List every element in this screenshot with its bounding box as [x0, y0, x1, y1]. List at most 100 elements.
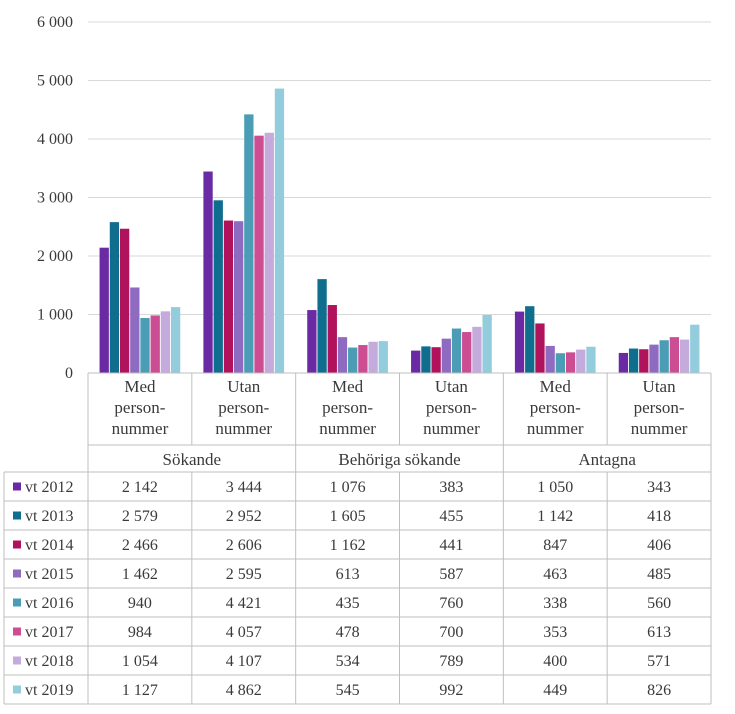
- bar: [130, 287, 140, 373]
- group-label: Antagna: [578, 450, 636, 469]
- data-label: 3 444: [226, 479, 262, 496]
- data-label: 406: [647, 537, 671, 554]
- data-label: 435: [336, 595, 360, 612]
- category-label: Med: [540, 377, 572, 396]
- legend-label: vt 2017: [25, 624, 73, 641]
- data-label: 2 579: [122, 508, 158, 525]
- bar: [244, 114, 254, 374]
- category-label: person-: [634, 398, 685, 417]
- bar: [431, 347, 441, 373]
- bar: [639, 349, 649, 373]
- bar: [307, 310, 317, 373]
- bar: [213, 200, 223, 373]
- category-label: person-: [218, 398, 269, 417]
- bar: [327, 305, 337, 373]
- data-label: 1 605: [330, 508, 366, 525]
- data-label: 2 595: [226, 566, 262, 583]
- bar: [203, 171, 213, 373]
- bar: [160, 311, 171, 373]
- data-label: 4 107: [226, 653, 262, 670]
- data-label: 1 462: [122, 566, 158, 583]
- bar: [411, 350, 421, 373]
- data-label: 1 076: [330, 479, 366, 496]
- y-tick-label: 4 000: [37, 131, 73, 148]
- category-label: Utan: [643, 377, 677, 396]
- legend-label: vt 2014: [25, 537, 73, 554]
- data-label: 4 057: [226, 624, 262, 641]
- bar: [545, 345, 555, 373]
- data-label: 485: [647, 566, 671, 583]
- data-label: 992: [439, 682, 463, 699]
- data-label: 1 050: [537, 479, 573, 496]
- data-label: 338: [543, 595, 567, 612]
- y-tick-label: 0: [65, 365, 73, 382]
- group-label: Behöriga sökande: [338, 450, 460, 469]
- bar: [150, 315, 160, 373]
- data-label: 449: [543, 682, 567, 699]
- data-label: 940: [128, 595, 152, 612]
- data-label: 2 466: [122, 537, 158, 554]
- data-label: 613: [336, 566, 360, 583]
- bar: [618, 352, 629, 373]
- bar: [649, 344, 659, 373]
- data-label: 1 142: [537, 508, 573, 525]
- data-label: 383: [439, 479, 463, 496]
- data-label: 587: [439, 566, 463, 583]
- data-label: 2 952: [226, 508, 262, 525]
- legend-label: vt 2016: [25, 595, 73, 612]
- data-label: 455: [439, 508, 463, 525]
- group-label: Sökande: [163, 450, 222, 469]
- bar: [659, 340, 669, 373]
- bar: [234, 221, 244, 373]
- legend-swatch: [13, 627, 21, 636]
- bar: [514, 311, 525, 373]
- bar: [535, 323, 545, 373]
- bar: [368, 341, 378, 373]
- category-label: nummer: [631, 419, 688, 438]
- data-label: 700: [439, 624, 463, 641]
- bar: [109, 222, 120, 373]
- bar: [170, 307, 181, 373]
- legend-label: vt 2013: [25, 508, 73, 525]
- category-label: nummer: [527, 419, 584, 438]
- data-label: 613: [647, 624, 671, 641]
- bar: [586, 346, 596, 373]
- data-label: 400: [543, 653, 567, 670]
- data-label: 418: [647, 508, 671, 525]
- bar: [690, 324, 700, 373]
- category-label: person-: [530, 398, 581, 417]
- bar: [317, 279, 327, 373]
- data-label: 560: [647, 595, 671, 612]
- y-tick-label: 5 000: [37, 73, 73, 90]
- bar: [679, 339, 690, 373]
- category-label: nummer: [215, 419, 272, 438]
- bar: [223, 220, 234, 373]
- legend-swatch: [13, 598, 21, 607]
- category-label: Utan: [227, 377, 261, 396]
- bar: [482, 314, 492, 373]
- data-label: 826: [647, 682, 671, 699]
- bar: [441, 338, 451, 373]
- bar: [337, 337, 348, 373]
- y-tick-label: 3 000: [37, 190, 73, 207]
- category-label: Med: [124, 377, 156, 396]
- data-label: 2 142: [122, 479, 158, 496]
- data-label: 2 606: [226, 537, 262, 554]
- bar: [628, 348, 639, 373]
- data-label: 441: [439, 537, 463, 554]
- bar: [348, 347, 358, 373]
- data-label: 789: [439, 653, 463, 670]
- data-label: 463: [543, 566, 567, 583]
- data-label: 4 862: [226, 682, 262, 699]
- bar: [462, 332, 472, 373]
- y-tick-label: 1 000: [37, 307, 73, 324]
- legend-swatch: [13, 569, 21, 578]
- bar: [378, 341, 388, 373]
- bar: [565, 352, 576, 373]
- bar: [274, 88, 285, 373]
- data-label: 1 127: [122, 682, 158, 699]
- bar: [99, 247, 109, 373]
- data-label: 534: [336, 653, 360, 670]
- data-label: 571: [647, 653, 671, 670]
- category-label: nummer: [423, 419, 480, 438]
